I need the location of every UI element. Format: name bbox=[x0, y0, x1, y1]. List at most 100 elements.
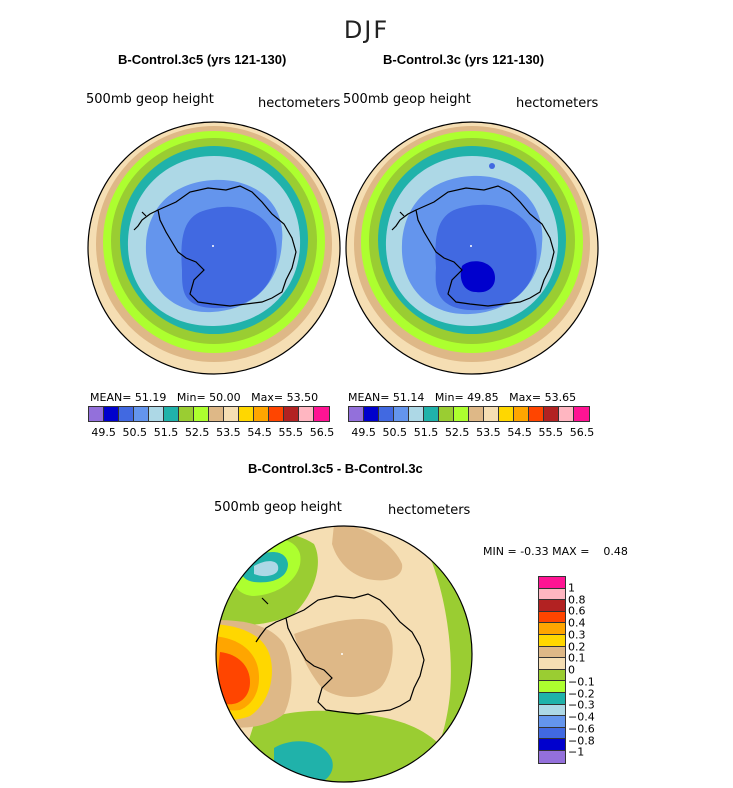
left-stats: MEAN= 51.19 Min= 50.00 Max= 53.50 bbox=[90, 391, 319, 404]
left-colorbar-swatch-6 bbox=[179, 407, 194, 421]
right-colorbar-swatch-13 bbox=[544, 407, 559, 421]
right-colorbar-tick-label: 55.5 bbox=[538, 426, 564, 439]
left-colorbar-swatch-13 bbox=[284, 407, 299, 421]
diff-polar-map bbox=[215, 525, 473, 783]
left-colorbar-tick-label: 49.5 bbox=[91, 426, 116, 439]
right-stats: MEAN= 51.14 Min= 49.85 Max= 53.65 bbox=[348, 391, 577, 404]
left-colorbar-tick-label: 55.5 bbox=[278, 426, 304, 439]
right-colorbar-tick-label: 50.5 bbox=[382, 426, 408, 439]
left-colorbar-tick-label: 56.5 bbox=[309, 426, 335, 439]
left-colorbar-swatch-5 bbox=[164, 407, 179, 421]
left-colorbar-swatch-14 bbox=[299, 407, 314, 421]
right-colorbar-tick-label: 52.5 bbox=[444, 426, 470, 439]
right-colorbar-swatch-9 bbox=[484, 407, 499, 421]
right-panel-title: B-Control.3c (yrs 121-130) bbox=[383, 52, 545, 67]
diff-panel-title: B-Control.3c5 - B-Control.3c bbox=[248, 461, 423, 476]
antarctica-coastline bbox=[157, 185, 297, 307]
antarctic-peninsula bbox=[391, 209, 417, 231]
right-variable-label: 500mb geop height bbox=[343, 92, 471, 107]
diff-units-label: hectometers bbox=[388, 503, 471, 518]
diff-colorbar-tick-label: 0.2 bbox=[568, 640, 586, 653]
diff-variable-label: 500mb geop height bbox=[214, 500, 342, 515]
right-colorbar-swatch-14 bbox=[559, 407, 574, 421]
diff-colorbar-tick-label: −0.1 bbox=[568, 675, 595, 689]
right-colorbar-swatch-10 bbox=[499, 407, 514, 421]
right-colorbar-swatch-12 bbox=[529, 407, 544, 421]
left-colorbar-tick-label: 53.5 bbox=[216, 426, 241, 439]
right-colorbar-tick-label: 49.5 bbox=[351, 426, 376, 439]
diff-colorbar-swatch-8 bbox=[539, 669, 565, 682]
diff-colorbar-swatch-13 bbox=[539, 727, 565, 740]
diff-colorbar-swatch-5 bbox=[539, 634, 565, 647]
right-colorbar-tick-label: 53.5 bbox=[476, 426, 501, 439]
left-units-label: hectometers bbox=[258, 96, 341, 111]
right-colorbar-swatch-1 bbox=[364, 407, 379, 421]
left-colorbar-swatch-4 bbox=[149, 407, 164, 421]
diff-colorbar-tick-label: −0.2 bbox=[568, 687, 595, 700]
antarctic-peninsula bbox=[133, 209, 159, 231]
diff-colorbar-tick-label: −0.4 bbox=[568, 710, 595, 724]
antarctica-coastline bbox=[415, 185, 555, 307]
field-0-1-center bbox=[294, 619, 393, 697]
left-colorbar-swatch-15 bbox=[314, 407, 329, 421]
diff-colorbar-tick-label: 0 bbox=[568, 663, 575, 677]
right-colorbar-ticks: 49.5 50.5 51.5 52.5 53.5 54.5 55.5 56.5 bbox=[348, 426, 598, 440]
left-colorbar-swatch-12 bbox=[269, 407, 284, 421]
diff-colorbar-swatch-11 bbox=[539, 704, 565, 717]
diff-colorbar-swatch-15 bbox=[539, 750, 565, 763]
left-colorbar-swatch-3 bbox=[134, 407, 149, 421]
left-colorbar-swatch-7 bbox=[194, 407, 209, 421]
field-0-1-top bbox=[332, 526, 403, 581]
right-colorbar-swatch-7 bbox=[454, 407, 469, 421]
right-colorbar-tick-label: 56.5 bbox=[569, 426, 595, 439]
diff-colorbar-swatch-2 bbox=[539, 600, 565, 612]
left-colorbar-tick-label: 50.5 bbox=[122, 426, 148, 439]
right-colorbar-swatch-0 bbox=[349, 407, 364, 421]
diff-colorbar-swatch-7 bbox=[539, 658, 565, 670]
diff-colorbar-tick-label: −0.3 bbox=[568, 698, 595, 712]
diff-colorbar-swatch-6 bbox=[539, 646, 565, 659]
left-polar-map bbox=[87, 121, 341, 375]
figure-season-title: DJF bbox=[343, 16, 390, 44]
left-colorbar bbox=[88, 406, 330, 422]
left-variable-label: 500mb geop height bbox=[86, 92, 214, 107]
right-colorbar-swatch-11 bbox=[514, 407, 529, 421]
left-colorbar-swatch-1 bbox=[104, 407, 119, 421]
ring-50 bbox=[435, 204, 537, 311]
left-colorbar-tick-label: 54.5 bbox=[247, 426, 272, 439]
diff-colorbar-tick-label: 0.1 bbox=[568, 651, 586, 665]
diff-colorbar-ticks: 1 0.8 0.6 0.4 0.3 0.2 0.1 0 −0.1 −0.2 −0.3 −0.4 −0.6… bbox=[568, 576, 608, 764]
diff-stats: MIN = -0.33 MAX = 0.48 bbox=[483, 545, 628, 558]
left-colorbar-tick-label: 52.5 bbox=[184, 426, 210, 439]
field-neg-0-4-topleft bbox=[254, 561, 279, 577]
diff-colorbar-tick-label: 0.8 bbox=[568, 593, 586, 606]
right-colorbar-swatch-4 bbox=[409, 407, 424, 421]
right-colorbar-tick-label: 54.5 bbox=[507, 426, 532, 439]
left-panel-title: B-Control.3c5 (yrs 121-130) bbox=[118, 52, 287, 67]
right-colorbar-swatch-3 bbox=[394, 407, 409, 421]
diff-colorbar-swatch-9 bbox=[539, 681, 565, 693]
left-colorbar-ticks: 49.5 50.5 51.5 52.5 53.5 54.5 55.5 56.5 bbox=[88, 426, 338, 440]
field-0-4-west bbox=[218, 652, 250, 705]
diff-colorbar-swatch-14 bbox=[539, 739, 565, 751]
diff-colorbar-tick-label: −0.8 bbox=[568, 734, 595, 747]
diff-colorbar-swatch-12 bbox=[539, 716, 565, 728]
diff-colorbar-swatch-10 bbox=[539, 692, 565, 705]
diff-colorbar bbox=[538, 576, 566, 764]
diff-colorbar-swatch-3 bbox=[539, 611, 565, 624]
diff-colorbar-tick-label: 0.4 bbox=[568, 616, 586, 630]
diff-colorbar-tick-label: −0.6 bbox=[568, 722, 595, 736]
left-colorbar-swatch-2 bbox=[119, 407, 134, 421]
diff-colorbar-tick-label: 0.3 bbox=[568, 628, 586, 642]
diff-colorbar-swatch-4 bbox=[539, 623, 565, 635]
right-colorbar-tick-label: 51.5 bbox=[413, 426, 439, 439]
diff-colorbar-tick-label: 0.6 bbox=[568, 604, 586, 618]
left-colorbar-swatch-10 bbox=[239, 407, 254, 421]
left-colorbar-swatch-0 bbox=[89, 407, 104, 421]
right-colorbar bbox=[348, 406, 590, 422]
diff-colorbar-tick-label: 1 bbox=[568, 581, 575, 595]
left-colorbar-swatch-9 bbox=[224, 407, 239, 421]
antarctic-peninsula bbox=[255, 597, 287, 643]
left-colorbar-swatch-8 bbox=[209, 407, 224, 421]
right-colorbar-swatch-6 bbox=[439, 407, 454, 421]
